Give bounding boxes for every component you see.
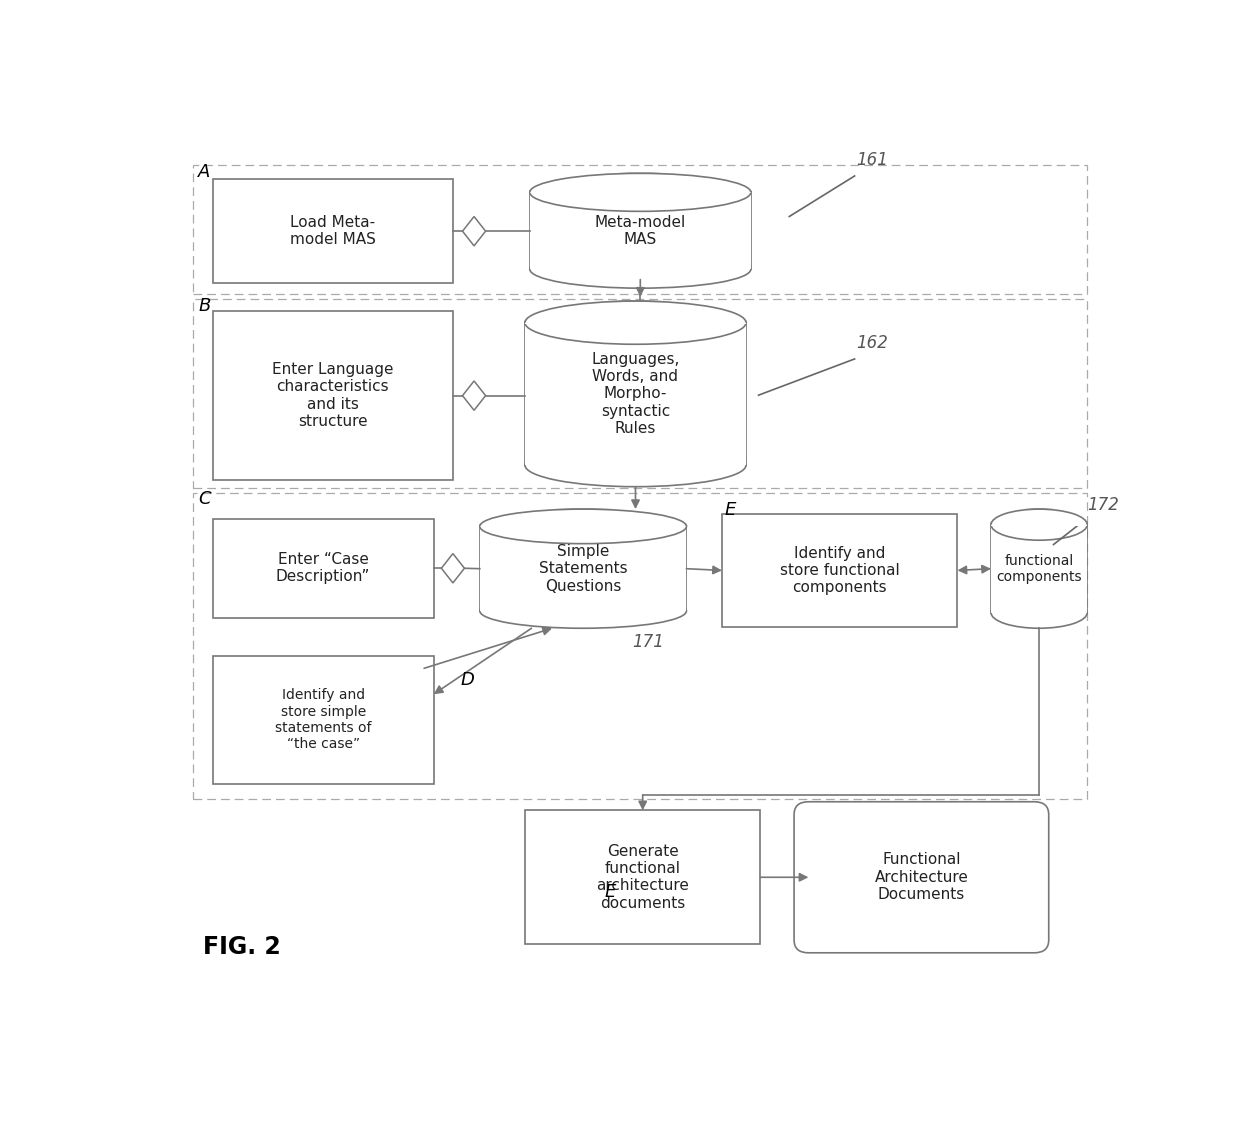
Bar bbox=[529, 193, 750, 269]
Bar bbox=[525, 323, 746, 465]
Ellipse shape bbox=[480, 509, 687, 544]
Bar bbox=[480, 527, 687, 611]
Ellipse shape bbox=[525, 302, 746, 344]
Bar bbox=[213, 519, 434, 618]
Bar bbox=[480, 509, 687, 527]
Bar bbox=[525, 810, 760, 944]
Bar bbox=[525, 302, 746, 324]
Bar bbox=[193, 298, 1087, 489]
Ellipse shape bbox=[525, 444, 746, 487]
Bar bbox=[213, 179, 453, 282]
Text: functional
components: functional components bbox=[996, 554, 1083, 584]
Text: Meta-model
MAS: Meta-model MAS bbox=[595, 214, 686, 247]
Text: Languages,
Words, and
Morpho-
syntactic
Rules: Languages, Words, and Morpho- syntactic … bbox=[591, 352, 680, 436]
Bar bbox=[991, 525, 1087, 613]
Ellipse shape bbox=[529, 250, 751, 288]
Text: 172: 172 bbox=[1087, 497, 1118, 515]
Polygon shape bbox=[441, 554, 465, 583]
Text: Functional
Architecture
Documents: Functional Architecture Documents bbox=[874, 852, 968, 902]
Text: Load Meta-
model MAS: Load Meta- model MAS bbox=[290, 215, 376, 248]
Text: B: B bbox=[198, 297, 211, 315]
Text: 161: 161 bbox=[857, 151, 888, 169]
Text: Generate
functional
architecture
documents: Generate functional architecture documen… bbox=[596, 844, 689, 911]
Bar bbox=[193, 493, 1087, 799]
Text: FIG. 2: FIG. 2 bbox=[203, 935, 280, 958]
Text: Identify and
store simple
statements of
“the case”: Identify and store simple statements of … bbox=[275, 688, 372, 751]
Text: D: D bbox=[460, 671, 475, 689]
Ellipse shape bbox=[529, 174, 751, 212]
Text: C: C bbox=[198, 490, 211, 508]
Text: E: E bbox=[725, 501, 737, 519]
Text: E: E bbox=[605, 883, 616, 901]
FancyBboxPatch shape bbox=[794, 802, 1049, 953]
Ellipse shape bbox=[480, 594, 687, 628]
Text: Enter “Case
Description”: Enter “Case Description” bbox=[277, 552, 371, 584]
Bar bbox=[991, 509, 1087, 526]
Bar bbox=[213, 312, 453, 480]
Ellipse shape bbox=[991, 597, 1087, 628]
Text: 162: 162 bbox=[857, 334, 888, 352]
Bar bbox=[529, 174, 750, 193]
Polygon shape bbox=[463, 381, 486, 410]
Polygon shape bbox=[463, 216, 486, 245]
Text: Simple
Statements
Questions: Simple Statements Questions bbox=[539, 544, 627, 594]
Bar bbox=[722, 515, 957, 627]
Text: 171: 171 bbox=[632, 632, 665, 650]
Ellipse shape bbox=[991, 509, 1087, 540]
Text: A: A bbox=[198, 163, 211, 180]
Text: Identify and
store functional
components: Identify and store functional components bbox=[780, 546, 899, 595]
Text: Enter Language
characteristics
and its
structure: Enter Language characteristics and its s… bbox=[272, 362, 393, 429]
Bar bbox=[193, 165, 1087, 294]
Bar bbox=[213, 656, 434, 784]
